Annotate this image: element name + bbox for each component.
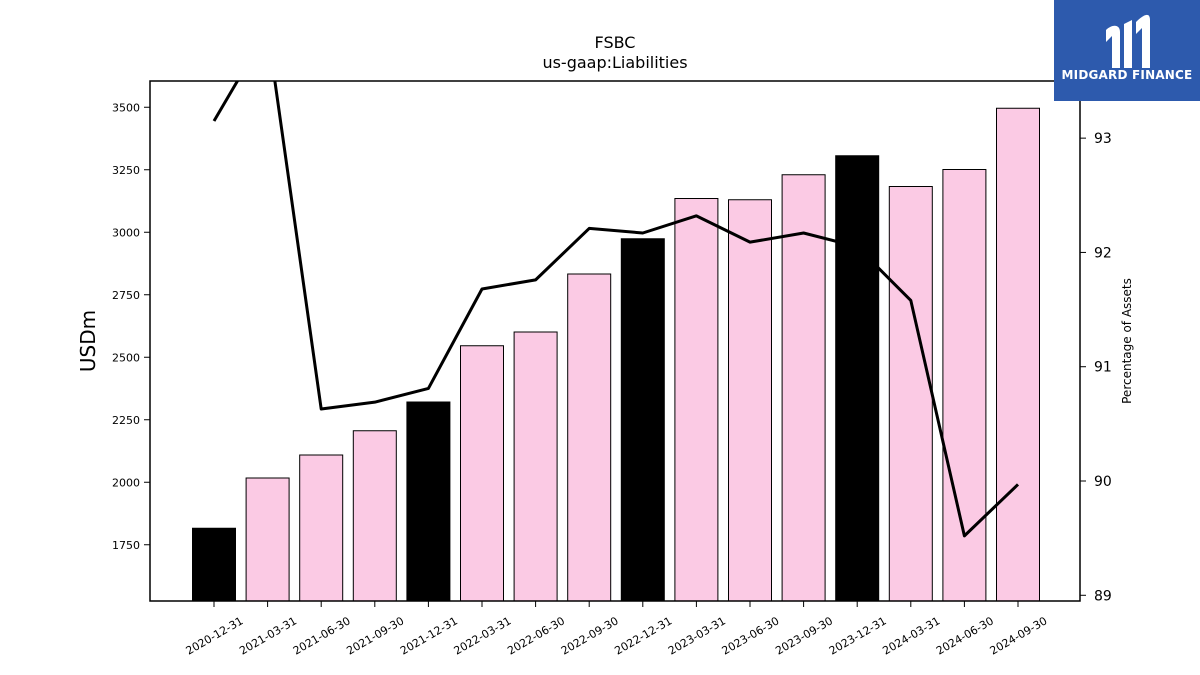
bar: [996, 107, 1040, 602]
y2-tick-label: 89: [1094, 588, 1112, 604]
bar: [567, 273, 612, 602]
y2-axis-label: Percentage of Assets: [1120, 278, 1134, 404]
y2-tick-label: 90: [1094, 474, 1112, 490]
x-tick-label: 2023-09-30: [773, 614, 835, 657]
line-series: [212, 81, 1020, 538]
y2-tick-label: 91: [1094, 360, 1112, 376]
x-axis-ticks: 2020-12-312021-03-312021-06-302021-09-30…: [184, 601, 1050, 658]
x-tick-label: 2021-09-30: [344, 614, 406, 657]
x-tick-label: 2024-06-30: [934, 614, 996, 657]
bar: [888, 186, 933, 602]
y-axis-ticks: 1750 2000 2250 2500 2750 3000 3250 3500: [112, 101, 150, 552]
bar: [781, 174, 826, 602]
bar: [674, 198, 719, 602]
y-tick-label: 2250: [112, 414, 140, 427]
y-tick-label: 2000: [112, 476, 140, 489]
bar: [406, 401, 451, 602]
bar: [299, 454, 344, 602]
y-tick-label: 2500: [112, 351, 140, 364]
chart-title: FSBC: [595, 33, 636, 52]
y-axis-label: USDm: [76, 310, 100, 372]
percentage-line: [212, 81, 1020, 538]
x-tick-label: 2021-12-31: [398, 614, 460, 657]
x-tick-label: 2024-09-30: [988, 614, 1050, 657]
x-tick-label: 2024-03-31: [880, 614, 942, 657]
bar: [513, 331, 558, 602]
bar: [620, 238, 665, 602]
y-tick-label: 2750: [112, 289, 140, 302]
bar: [728, 199, 772, 602]
bar-series: [192, 107, 1040, 602]
y2-tick-label: 92: [1094, 245, 1112, 261]
bar: [942, 169, 987, 602]
bar: [352, 430, 397, 602]
logo-mark-icon: [1106, 14, 1150, 68]
x-tick-label: 2020-12-31: [184, 614, 246, 657]
x-tick-label: 2021-03-31: [237, 614, 299, 657]
x-tick-label: 2022-09-30: [559, 614, 621, 657]
bar: [835, 155, 880, 602]
bar: [192, 527, 236, 602]
logo-text: MIDGARD FINANCE: [1061, 68, 1193, 82]
plot-frame: [149, 80, 1081, 602]
x-tick-label: 2022-06-30: [505, 614, 567, 657]
bar: [245, 477, 290, 602]
bar: [460, 345, 504, 602]
x-tick-label: 2023-06-30: [720, 614, 782, 657]
y-tick-label: 3500: [112, 101, 140, 114]
y-tick-label: 3000: [112, 226, 140, 239]
x-tick-label: 2022-12-31: [612, 614, 674, 657]
y-tick-label: 3250: [112, 164, 140, 177]
y2-axis-ticks: 89 90 91 92 93: [1080, 131, 1112, 604]
chart-subtitle: us-gaap:Liabilities: [542, 53, 687, 72]
x-tick-label: 2023-03-31: [666, 614, 728, 657]
x-tick-label: 2021-06-30: [291, 614, 353, 657]
y2-tick-label: 93: [1094, 131, 1112, 147]
y-tick-label: 1750: [112, 539, 140, 552]
x-tick-label: 2023-12-31: [827, 614, 889, 657]
x-tick-label: 2022-03-31: [452, 614, 514, 657]
midgard-finance-logo: MIDGARD FINANCE: [1054, 0, 1200, 101]
